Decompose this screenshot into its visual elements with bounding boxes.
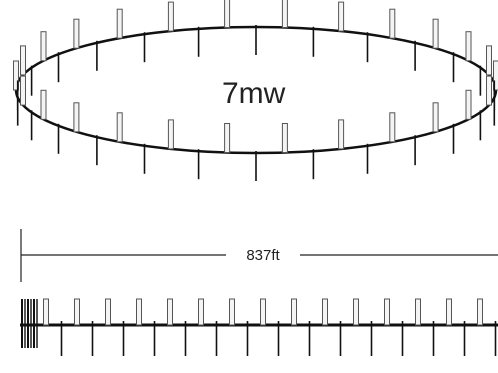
ring-post-bar xyxy=(465,31,472,62)
ring-post-bar xyxy=(40,89,47,120)
row-post-bar xyxy=(43,298,49,326)
ring-post-bar xyxy=(486,75,492,106)
ring-post-bar xyxy=(20,75,26,106)
ring-post-bar xyxy=(73,102,80,133)
ring-post-bar xyxy=(116,8,123,39)
ring-power-label: 7mw xyxy=(222,77,286,110)
ring-post-bar xyxy=(281,123,288,153)
row-post-bar xyxy=(384,298,390,326)
ring-post-bar xyxy=(432,18,439,49)
ring-post-bar xyxy=(389,112,396,143)
ring-post-bar xyxy=(40,31,47,62)
ring-post-bar xyxy=(224,0,231,28)
ring-post-bar xyxy=(493,60,498,91)
ring-post-bar xyxy=(167,119,174,150)
elliptical-ring-view xyxy=(13,0,498,181)
row-post-bar xyxy=(446,298,452,326)
linear-row-view xyxy=(20,298,498,356)
ring-post-bar xyxy=(167,1,174,32)
row-post-bar xyxy=(415,298,421,326)
ring-post-bar xyxy=(338,119,345,150)
row-post-bar xyxy=(477,298,483,326)
row-post-bar xyxy=(291,298,297,326)
ring-post-bar xyxy=(20,45,26,76)
ring-post-bar xyxy=(389,8,396,39)
row-post-bar xyxy=(353,298,359,326)
row-post-bar xyxy=(105,298,111,326)
ring-post-bar xyxy=(73,18,80,49)
ring-post-bar xyxy=(486,45,492,76)
row-post-bar xyxy=(198,298,204,326)
ring-post-bar xyxy=(338,1,345,32)
ring-post-bar xyxy=(465,89,472,120)
row-post-bar xyxy=(229,298,235,326)
ring-post-bar xyxy=(13,60,19,91)
ring-post-bar xyxy=(432,102,439,133)
ring-post-bar xyxy=(116,112,123,143)
dimension-label: 837ft xyxy=(246,247,280,264)
row-post-bar xyxy=(136,298,142,326)
dimension-line: 837ft xyxy=(20,229,498,282)
row-post-bar xyxy=(322,298,328,326)
row-post-bar xyxy=(167,298,173,326)
row-post-bar xyxy=(260,298,266,326)
ring-post-bar xyxy=(281,0,288,28)
row-post-bar xyxy=(74,298,80,326)
ring-posts xyxy=(13,0,498,181)
row-posts xyxy=(21,298,497,356)
ring-post-bar xyxy=(224,123,231,153)
